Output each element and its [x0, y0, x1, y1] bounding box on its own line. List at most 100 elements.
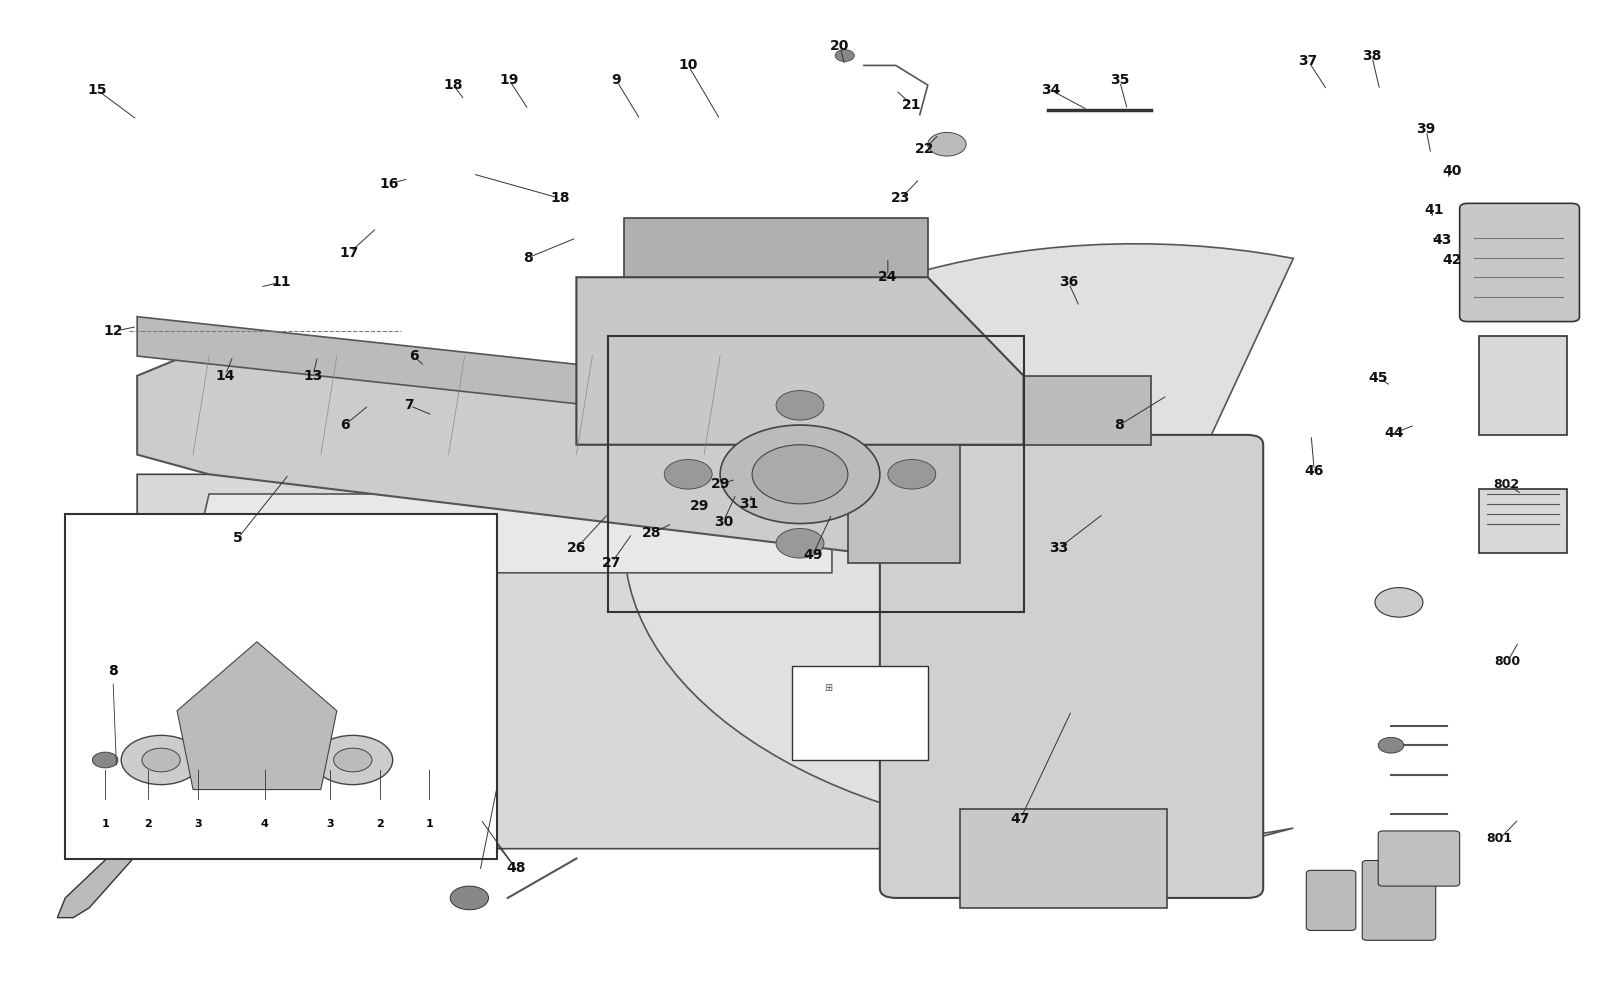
Circle shape [142, 748, 181, 772]
Polygon shape [896, 375, 1152, 445]
Text: 27: 27 [602, 556, 621, 570]
Text: 37: 37 [1298, 53, 1317, 67]
Circle shape [450, 886, 488, 910]
Polygon shape [162, 691, 306, 750]
Bar [792, 667, 928, 760]
FancyBboxPatch shape [1362, 861, 1435, 941]
FancyBboxPatch shape [1306, 870, 1355, 931]
Text: 1: 1 [101, 819, 109, 829]
Text: 48: 48 [506, 862, 525, 875]
Text: 18: 18 [443, 78, 462, 92]
Polygon shape [138, 346, 864, 553]
Polygon shape [138, 317, 864, 435]
Text: 30: 30 [714, 515, 733, 529]
Polygon shape [624, 218, 928, 278]
Text: 15: 15 [88, 83, 107, 97]
Circle shape [122, 735, 202, 784]
Text: 23: 23 [891, 192, 910, 206]
Text: 9: 9 [611, 73, 621, 87]
Circle shape [314, 735, 392, 784]
Polygon shape [178, 642, 338, 789]
Text: 38: 38 [1362, 48, 1381, 62]
Text: ⊞: ⊞ [824, 683, 832, 693]
Text: 29: 29 [690, 499, 709, 513]
Text: 47: 47 [1011, 812, 1030, 826]
Text: 43: 43 [1432, 233, 1451, 247]
Polygon shape [576, 278, 1024, 445]
Text: 16: 16 [379, 177, 400, 191]
Bar [1478, 489, 1566, 553]
Text: 5: 5 [234, 532, 243, 545]
Text: 801: 801 [1486, 832, 1512, 846]
Text: 3: 3 [194, 819, 202, 829]
Bar [1478, 336, 1566, 435]
Text: 40: 40 [1442, 164, 1461, 178]
Text: 36: 36 [1059, 276, 1078, 289]
Text: 4: 4 [261, 819, 269, 829]
Text: 7: 7 [403, 398, 413, 412]
Text: 44: 44 [1384, 426, 1403, 440]
Text: 1: 1 [426, 819, 434, 829]
Circle shape [93, 752, 118, 768]
Text: 34: 34 [1042, 83, 1061, 97]
Bar [608, 336, 1024, 613]
Text: 45: 45 [1368, 370, 1387, 384]
Polygon shape [130, 494, 832, 839]
Text: 24: 24 [878, 271, 898, 285]
Text: 33: 33 [1050, 541, 1069, 555]
Text: 31: 31 [739, 497, 758, 511]
Text: 28: 28 [642, 527, 661, 540]
Circle shape [776, 529, 824, 558]
FancyBboxPatch shape [880, 435, 1262, 898]
Text: 800: 800 [1494, 655, 1520, 668]
Text: 22: 22 [915, 142, 934, 156]
Circle shape [109, 649, 134, 665]
Text: 12: 12 [104, 324, 123, 339]
Text: 41: 41 [1424, 204, 1443, 217]
Circle shape [835, 49, 854, 61]
Circle shape [888, 459, 936, 489]
Circle shape [1378, 737, 1403, 753]
Text: 20: 20 [830, 39, 850, 52]
Text: 8: 8 [109, 664, 118, 679]
Polygon shape [58, 799, 178, 918]
Circle shape [334, 748, 371, 772]
Text: 35: 35 [1110, 73, 1130, 87]
Text: 2: 2 [376, 819, 384, 829]
Text: 10: 10 [678, 58, 698, 72]
Text: 8: 8 [523, 251, 533, 265]
Text: 19: 19 [499, 73, 518, 87]
Circle shape [306, 647, 338, 667]
Text: 11: 11 [270, 276, 291, 289]
Text: 2: 2 [144, 819, 152, 829]
Text: 21: 21 [902, 98, 922, 112]
Text: 18: 18 [550, 192, 570, 206]
Polygon shape [960, 809, 1168, 908]
Text: 13: 13 [302, 369, 323, 382]
Text: 6: 6 [339, 418, 350, 432]
Text: 49: 49 [803, 548, 822, 562]
Polygon shape [138, 474, 896, 849]
Text: 6: 6 [408, 349, 418, 363]
Text: 26: 26 [566, 541, 586, 555]
Text: 802: 802 [1493, 477, 1518, 491]
Text: 17: 17 [339, 246, 360, 260]
Polygon shape [624, 244, 1293, 908]
Circle shape [928, 132, 966, 156]
Text: 42: 42 [1442, 253, 1461, 267]
Circle shape [752, 445, 848, 504]
Circle shape [776, 390, 824, 420]
FancyBboxPatch shape [1459, 204, 1579, 321]
Text: 46: 46 [1304, 464, 1323, 478]
Polygon shape [352, 671, 496, 829]
Text: 8: 8 [1115, 418, 1125, 432]
Circle shape [720, 425, 880, 524]
Text: 39: 39 [1416, 123, 1435, 136]
Text: 3: 3 [326, 819, 334, 829]
Circle shape [664, 459, 712, 489]
Text: 29: 29 [710, 477, 730, 491]
Bar [66, 514, 496, 859]
FancyBboxPatch shape [1378, 831, 1459, 886]
Text: 14: 14 [216, 369, 235, 382]
Circle shape [1374, 588, 1422, 618]
